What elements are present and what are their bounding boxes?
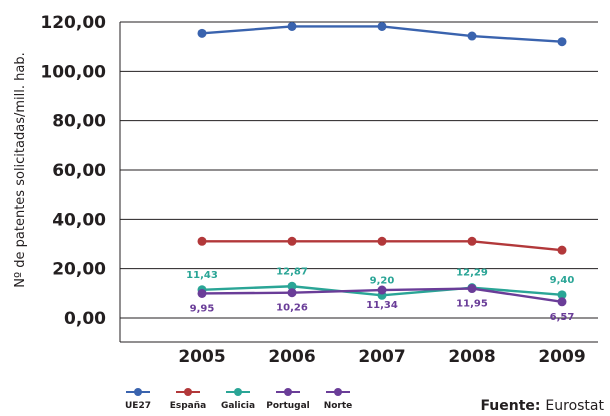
data-point xyxy=(377,285,387,295)
data-point xyxy=(557,37,567,47)
data-label: 9,40 xyxy=(550,275,575,286)
data-point xyxy=(287,21,297,31)
legend-label: Galicia xyxy=(221,401,255,411)
legend-label: Portugal xyxy=(266,401,310,411)
source-note: Fuente: Eurostat xyxy=(480,398,604,414)
data-point xyxy=(197,236,207,246)
y-tick-label: 80,00 xyxy=(52,112,106,132)
y-axis-title: Nº de patentes solicitadas/mill. hab. xyxy=(13,52,28,287)
y-tick-label: 120,00 xyxy=(40,13,106,33)
data-label: 9,20 xyxy=(370,275,395,286)
data-point xyxy=(287,288,297,298)
x-tick-label: 2005 xyxy=(178,347,225,367)
data-label: 12,87 xyxy=(276,266,308,277)
data-point xyxy=(467,236,477,246)
legend-marker xyxy=(234,388,242,396)
data-label: 11,34 xyxy=(366,300,398,311)
data-point xyxy=(557,297,567,307)
data-label: 11,95 xyxy=(456,299,488,310)
data-point xyxy=(377,21,387,31)
data-point xyxy=(287,281,297,291)
legend-marker xyxy=(284,388,292,396)
source-value: Eurostat xyxy=(545,398,604,414)
legend-label: España xyxy=(170,401,207,411)
x-tick-label: 2007 xyxy=(358,347,405,367)
data-label: 6,57 xyxy=(550,312,575,323)
legend-label: Norte xyxy=(324,401,353,411)
data-point xyxy=(467,284,477,294)
data-point xyxy=(197,288,207,298)
data-label: 11,43 xyxy=(186,270,218,281)
data-point xyxy=(287,236,297,246)
data-point xyxy=(197,28,207,38)
x-tick-label: 2006 xyxy=(268,347,315,367)
data-point xyxy=(557,290,567,300)
data-point xyxy=(377,236,387,246)
x-tick-label: 2008 xyxy=(448,347,495,367)
y-tick-label: 0,00 xyxy=(64,309,106,329)
y-tick-label: 60,00 xyxy=(52,161,106,181)
y-tick-label: 20,00 xyxy=(52,260,106,280)
x-tick-label: 2009 xyxy=(538,347,585,367)
data-label: 10,26 xyxy=(276,303,308,314)
legend-marker xyxy=(334,388,342,396)
y-tick-label: 100,00 xyxy=(40,62,106,82)
source-label: Fuente: xyxy=(480,398,545,414)
legend-label: UE27 xyxy=(125,401,151,411)
data-point xyxy=(557,245,567,255)
data-label: 9,95 xyxy=(190,303,215,314)
data-label: 12,29 xyxy=(456,268,488,279)
legend-marker xyxy=(134,388,142,396)
data-point xyxy=(467,31,477,41)
legend-marker xyxy=(184,388,192,396)
y-tick-label: 40,00 xyxy=(52,210,106,230)
